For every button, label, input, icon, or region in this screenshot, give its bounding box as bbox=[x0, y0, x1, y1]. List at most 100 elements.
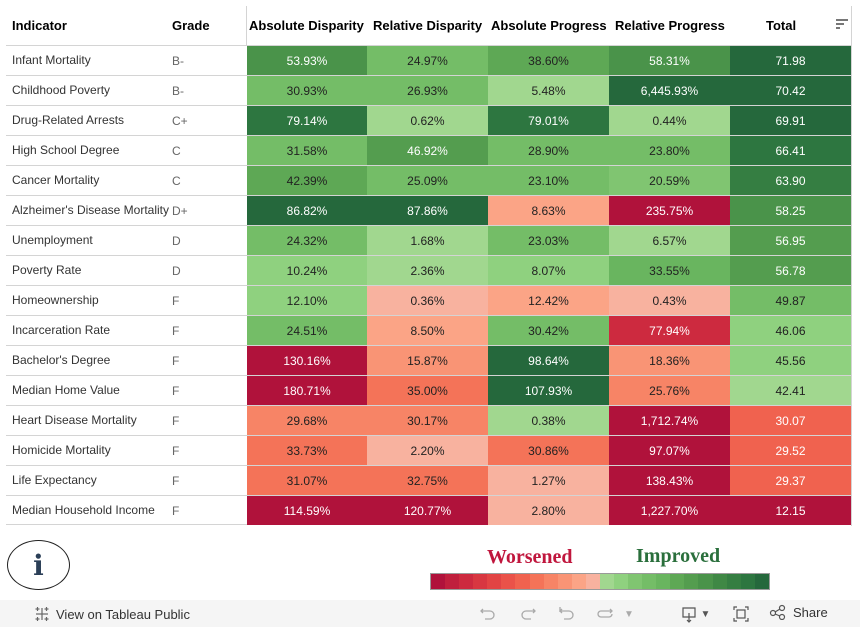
table-row[interactable]: Median Home Value F 180.71% 35.00% 107.93% 25… bbox=[6, 375, 851, 405]
relative-progress-cell[interactable]: 58.31% bbox=[609, 46, 730, 75]
relative-disparity-cell[interactable]: 87.86% bbox=[367, 196, 488, 225]
relative-progress-cell[interactable]: 6.57% bbox=[609, 226, 730, 255]
total-cell[interactable]: 70.42 bbox=[730, 76, 851, 105]
absolute-progress-cell[interactable]: 0.38% bbox=[488, 406, 609, 435]
total-cell[interactable]: 69.91 bbox=[730, 106, 851, 135]
redo-button[interactable] bbox=[518, 604, 538, 624]
grade-cell[interactable]: F bbox=[172, 503, 180, 518]
indicator-cell[interactable]: Heart Disease Mortality bbox=[12, 413, 137, 427]
absolute-disparity-cell[interactable]: 24.51% bbox=[247, 316, 367, 345]
total-cell[interactable]: 12.15 bbox=[730, 496, 851, 525]
relative-progress-cell[interactable]: 235.75% bbox=[609, 196, 730, 225]
relative-progress-cell[interactable]: 0.43% bbox=[609, 286, 730, 315]
total-cell[interactable]: 58.25 bbox=[730, 196, 851, 225]
relative-disparity-cell[interactable]: 2.20% bbox=[367, 436, 488, 465]
total-cell[interactable]: 30.07 bbox=[730, 406, 851, 435]
header-total[interactable]: Total bbox=[766, 18, 797, 33]
relative-disparity-cell[interactable]: 35.00% bbox=[367, 376, 488, 405]
relative-disparity-cell[interactable]: 30.17% bbox=[367, 406, 488, 435]
grade-cell[interactable]: B- bbox=[172, 83, 184, 98]
sort-icon[interactable] bbox=[836, 19, 848, 31]
table-row[interactable]: Drug-Related Arrests C+ 79.14% 0.62% 79.01% 0… bbox=[6, 105, 851, 135]
total-cell[interactable]: 29.52 bbox=[730, 436, 851, 465]
header-relative-progress[interactable]: Relative Progress bbox=[615, 18, 725, 33]
indicator-cell[interactable]: Median Home Value bbox=[12, 383, 120, 397]
total-cell[interactable]: 42.41 bbox=[730, 376, 851, 405]
table-row[interactable]: Alzheimer's Disease Mortality D+ 86.82% 87.… bbox=[6, 195, 851, 225]
absolute-disparity-cell[interactable]: 12.10% bbox=[247, 286, 367, 315]
indicator-cell[interactable]: Unemployment bbox=[12, 233, 93, 247]
header-absolute-disparity[interactable]: Absolute Disparity bbox=[249, 18, 364, 33]
grade-cell[interactable]: C+ bbox=[172, 113, 188, 128]
table-row[interactable]: Homicide Mortality F 33.73% 2.20% 30.86% 97.0… bbox=[6, 435, 851, 465]
relative-disparity-cell[interactable]: 0.62% bbox=[367, 106, 488, 135]
relative-progress-cell[interactable]: 6,445.93% bbox=[609, 76, 730, 105]
indicator-cell[interactable]: Alzheimer's Disease Mortality bbox=[12, 203, 170, 217]
header-grade[interactable]: Grade bbox=[172, 18, 210, 33]
grade-cell[interactable]: F bbox=[172, 353, 180, 368]
relative-progress-cell[interactable]: 1,227.70% bbox=[609, 496, 730, 525]
relative-progress-cell[interactable]: 97.07% bbox=[609, 436, 730, 465]
grade-cell[interactable]: F bbox=[172, 383, 180, 398]
table-row[interactable]: Median Household Income F 114.59% 120.77% 2.… bbox=[6, 495, 851, 525]
relative-disparity-cell[interactable]: 32.75% bbox=[367, 466, 488, 495]
total-cell[interactable]: 56.95 bbox=[730, 226, 851, 255]
absolute-disparity-cell[interactable]: 53.93% bbox=[247, 46, 367, 75]
absolute-disparity-cell[interactable]: 31.07% bbox=[247, 466, 367, 495]
share-button[interactable]: Share bbox=[769, 604, 828, 620]
grade-cell[interactable]: C bbox=[172, 173, 181, 188]
relative-disparity-cell[interactable]: 15.87% bbox=[367, 346, 488, 375]
absolute-progress-cell[interactable]: 8.07% bbox=[488, 256, 609, 285]
relative-disparity-cell[interactable]: 46.92% bbox=[367, 136, 488, 165]
grade-cell[interactable]: D+ bbox=[172, 203, 188, 218]
absolute-disparity-cell[interactable]: 130.16% bbox=[247, 346, 367, 375]
table-row[interactable]: Poverty Rate D 10.24% 2.36% 8.07% 33.55% 56.78 bbox=[6, 255, 851, 285]
relative-progress-cell[interactable]: 0.44% bbox=[609, 106, 730, 135]
indicator-cell[interactable]: Infant Mortality bbox=[12, 53, 91, 67]
table-row[interactable]: Unemployment D 24.32% 1.68% 23.03% 6.57% 56.95 bbox=[6, 225, 851, 255]
total-cell[interactable]: 71.98 bbox=[730, 46, 851, 75]
refresh-button[interactable] bbox=[595, 604, 615, 624]
absolute-disparity-cell[interactable]: 180.71% bbox=[247, 376, 367, 405]
relative-progress-cell[interactable]: 18.36% bbox=[609, 346, 730, 375]
total-cell[interactable]: 29.37 bbox=[730, 466, 851, 495]
absolute-progress-cell[interactable]: 8.63% bbox=[488, 196, 609, 225]
table-row[interactable]: Life Expectancy F 31.07% 32.75% 1.27% 138.43%… bbox=[6, 465, 851, 495]
table-row[interactable]: Bachelor's Degree F 130.16% 15.87% 98.64% 18.… bbox=[6, 345, 851, 375]
total-cell[interactable]: 56.78 bbox=[730, 256, 851, 285]
indicator-cell[interactable]: Bachelor's Degree bbox=[12, 353, 111, 367]
absolute-progress-cell[interactable]: 1.27% bbox=[488, 466, 609, 495]
absolute-progress-cell[interactable]: 30.86% bbox=[488, 436, 609, 465]
indicator-cell[interactable]: Homicide Mortality bbox=[12, 443, 111, 457]
table-row[interactable]: Homeownership F 12.10% 0.36% 12.42% 0.43% 49.8… bbox=[6, 285, 851, 315]
absolute-progress-cell[interactable]: 2.80% bbox=[488, 496, 609, 525]
absolute-progress-cell[interactable]: 12.42% bbox=[488, 286, 609, 315]
total-cell[interactable]: 45.56 bbox=[730, 346, 851, 375]
total-cell[interactable]: 49.87 bbox=[730, 286, 851, 315]
relative-disparity-cell[interactable]: 26.93% bbox=[367, 76, 488, 105]
relative-disparity-cell[interactable]: 1.68% bbox=[367, 226, 488, 255]
indicator-cell[interactable]: Homeownership bbox=[12, 293, 99, 307]
absolute-progress-cell[interactable]: 79.01% bbox=[488, 106, 609, 135]
absolute-progress-cell[interactable]: 30.42% bbox=[488, 316, 609, 345]
table-row[interactable]: Incarceration Rate F 24.51% 8.50% 30.42% 77.9… bbox=[6, 315, 851, 345]
table-row[interactable]: Heart Disease Mortality F 29.68% 30.17% 0.38… bbox=[6, 405, 851, 435]
grade-cell[interactable]: D bbox=[172, 233, 181, 248]
grade-cell[interactable]: F bbox=[172, 293, 180, 308]
grade-cell[interactable]: F bbox=[172, 443, 180, 458]
total-cell[interactable]: 46.06 bbox=[730, 316, 851, 345]
header-indicator[interactable]: Indicator bbox=[12, 18, 67, 33]
header-absolute-progress[interactable]: Absolute Progress bbox=[491, 18, 607, 33]
absolute-disparity-cell[interactable]: 79.14% bbox=[247, 106, 367, 135]
absolute-disparity-cell[interactable]: 31.58% bbox=[247, 136, 367, 165]
absolute-disparity-cell[interactable]: 33.73% bbox=[247, 436, 367, 465]
relative-progress-cell[interactable]: 20.59% bbox=[609, 166, 730, 195]
table-row[interactable]: Childhood Poverty B- 30.93% 26.93% 5.48% 6,44… bbox=[6, 75, 851, 105]
download-button[interactable]: ▼ bbox=[679, 604, 711, 624]
absolute-disparity-cell[interactable]: 86.82% bbox=[247, 196, 367, 225]
fullscreen-button[interactable] bbox=[731, 604, 751, 624]
indicator-cell[interactable]: Median Household Income bbox=[12, 503, 155, 517]
absolute-progress-cell[interactable]: 28.90% bbox=[488, 136, 609, 165]
absolute-disparity-cell[interactable]: 114.59% bbox=[247, 496, 367, 525]
grade-cell[interactable]: F bbox=[172, 473, 180, 488]
